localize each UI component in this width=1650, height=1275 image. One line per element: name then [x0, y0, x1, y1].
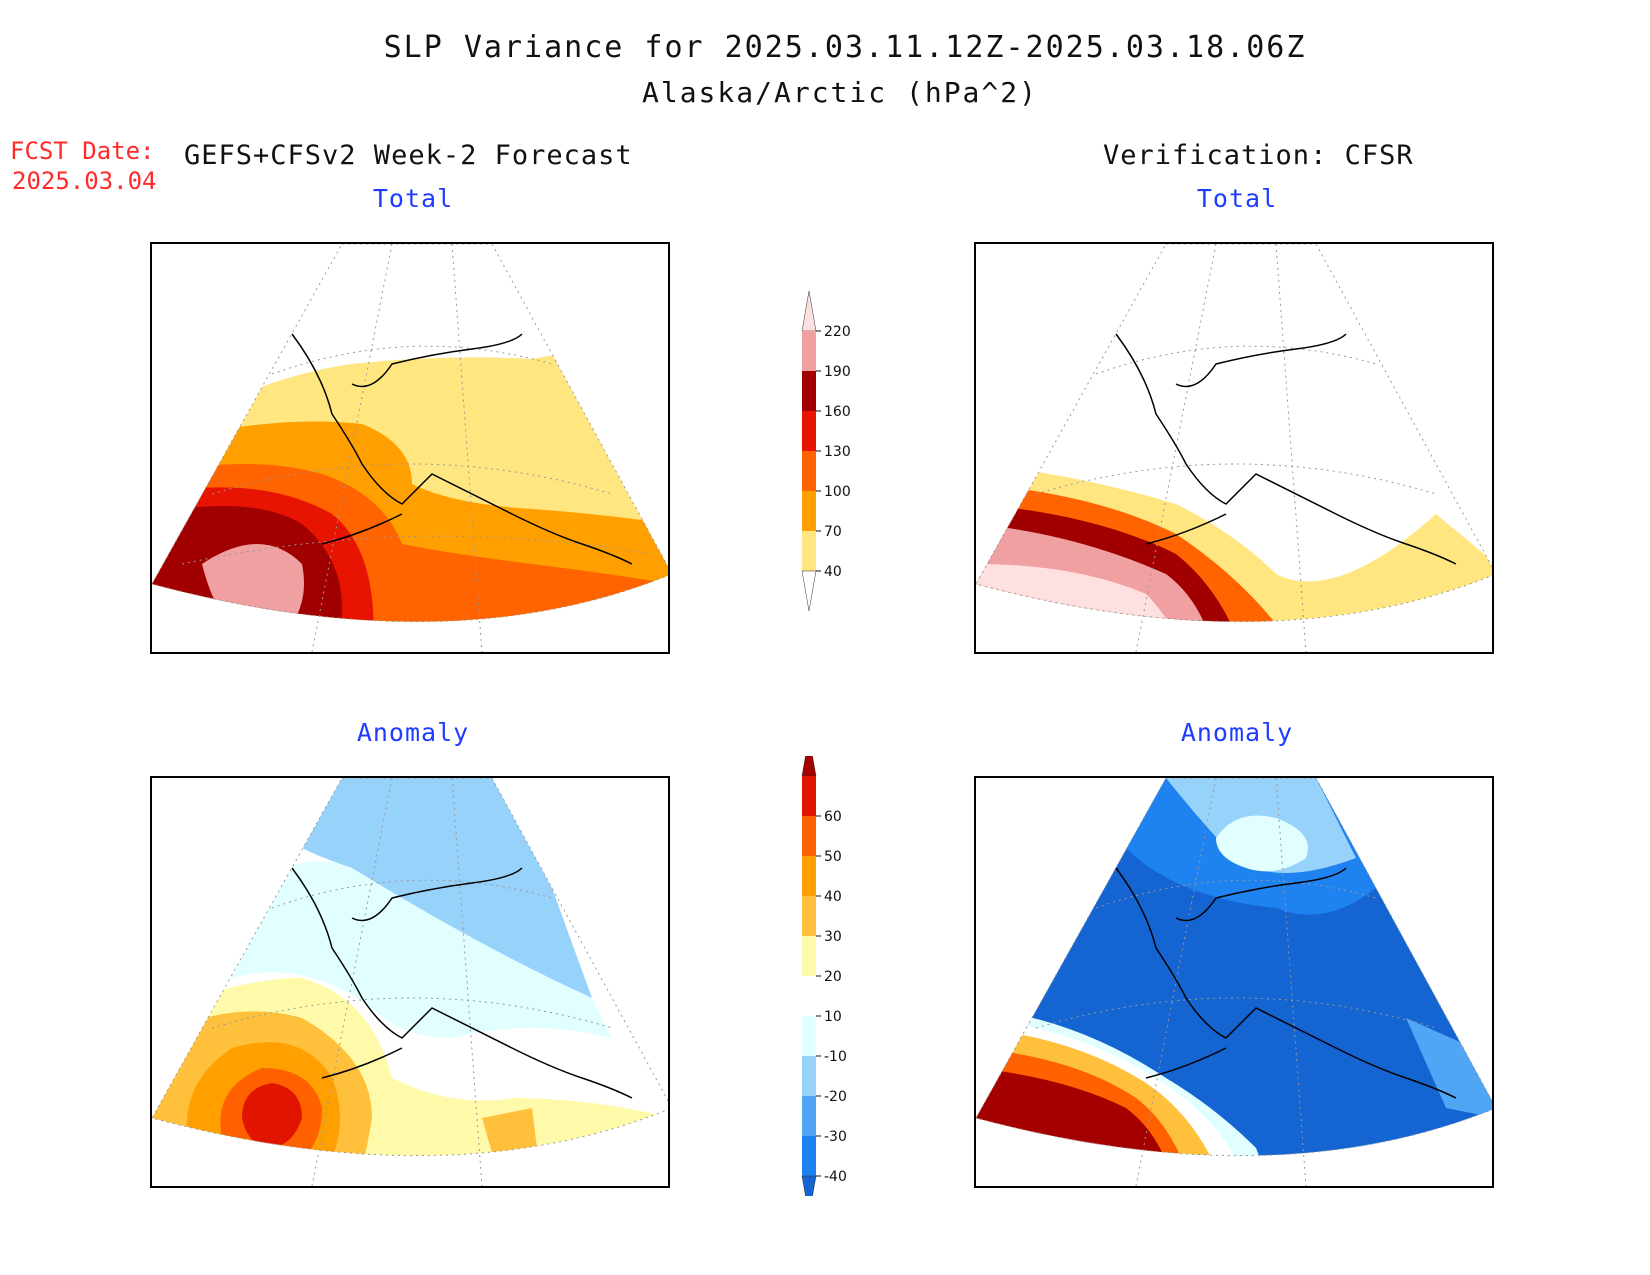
forecast-date-value: 2025.03.04 [12, 167, 157, 195]
panel-title-forecast-total: Total [372, 184, 454, 213]
colorbar-total-swatch [802, 411, 816, 451]
colorbar-total-swatch [802, 531, 816, 571]
chart-title: SLP Variance for 2025.03.11.12Z-2025.03.… [383, 30, 1307, 65]
colorbar-total-label: 130 [824, 444, 850, 460]
colorbar-anomaly-swatch [802, 976, 816, 1016]
colorbar-anomaly-label: 40 [824, 889, 842, 905]
colorbar-total-swatch [802, 451, 816, 491]
colorbar-anomaly-label: 30 [824, 929, 842, 945]
colorbar-anomaly-swatch [801, 756, 817, 777]
panel-title-forecast-anomaly: Anomaly [356, 718, 470, 747]
panel-title-verification-anomaly: Anomaly [1180, 718, 1294, 747]
colorbar-anomaly-label: -20 [824, 1089, 847, 1105]
colorbar-total-swatch [802, 371, 816, 411]
colorbar-anomaly-swatch [802, 856, 816, 896]
colorbar-anomaly: -40 -30 -20 -10 10 20 30 40 50 60 [801, 756, 847, 1196]
chart-subtitle: Alaska/Arctic (hPa^2) [641, 76, 1038, 109]
colorbar-anomaly-swatch [802, 1056, 816, 1096]
colorbar-anomaly-swatch [802, 896, 816, 936]
map-verification-anomaly [974, 776, 1494, 1188]
colorbar-anomaly-swatch [802, 1016, 816, 1056]
colorbar-total-swatch [801, 290, 817, 332]
colorbar-total-swatch [802, 491, 816, 531]
colorbar-total-label: 70 [824, 524, 842, 540]
colorbar-anomaly-swatch [802, 936, 816, 976]
colorbar-total-swatch [802, 331, 816, 371]
colorbar-total-label: 100 [824, 484, 850, 500]
verification-column-heading: Verification: CFSR [1103, 140, 1414, 171]
colorbar-anomaly-label: 60 [824, 809, 842, 825]
colorbar-anomaly-label: 10 [824, 1009, 842, 1025]
map-verification-total [974, 242, 1494, 654]
colorbar-total-label: 40 [824, 564, 842, 580]
forecast-column-heading: GEFS+CFSv2 Week-2 Forecast [184, 140, 633, 171]
colorbar-anomaly-label: 50 [824, 849, 842, 865]
colorbar-anomaly-swatch [802, 776, 816, 816]
colorbar-anomaly-label: -30 [824, 1129, 847, 1145]
colorbar-total-swatch [801, 570, 817, 612]
colorbar-total-label: 190 [824, 364, 850, 380]
map-forecast-total [150, 242, 670, 654]
colorbar-anomaly-label: 20 [824, 969, 842, 985]
colorbar-anomaly-swatch [801, 1175, 817, 1196]
colorbar-anomaly-label: -40 [824, 1169, 847, 1185]
colorbar-total: 40 70 100 130 160 190 220 [801, 290, 850, 612]
colorbar-anomaly-label: -10 [824, 1049, 847, 1065]
colorbar-total-label: 160 [824, 404, 850, 420]
forecast-date-label: FCST Date: [10, 137, 155, 165]
colorbar-total-label: 220 [824, 324, 850, 340]
panel-title-verification-total: Total [1196, 184, 1278, 213]
colorbar-anomaly-swatch [802, 1096, 816, 1136]
colorbar-anomaly-swatch [802, 816, 816, 856]
colorbar-anomaly-swatch [802, 1136, 816, 1176]
map-forecast-anomaly [150, 776, 670, 1188]
